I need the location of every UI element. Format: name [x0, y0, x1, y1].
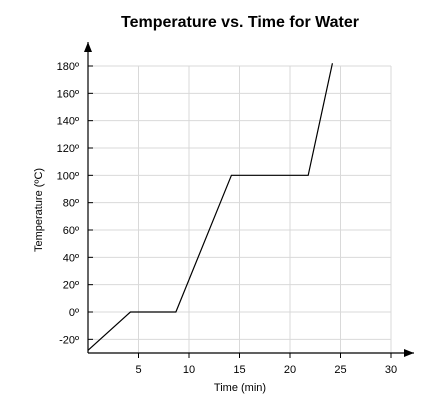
data-series [87, 63, 334, 351]
tick-labels: -20º 0º 20º 40º 60º 80º 100º 120º 140º 160º 180º 5 1… [57, 61, 398, 376]
x-axis-label: Time (min) [214, 382, 266, 394]
y-tick-label-180: 180º [57, 61, 79, 73]
x-tick-label-5: 5 [135, 364, 141, 376]
x-tick-label-10: 10 [183, 364, 195, 376]
y-tick-label-0: 0º [69, 307, 79, 319]
tick-marks [88, 65, 392, 358]
chart-title: Temperature vs. Time for Water [121, 14, 359, 31]
y-tick-label-140: 140º [57, 116, 79, 128]
y-tick-label-20: 20º [63, 280, 79, 292]
y-tick-label-160: 160º [57, 88, 79, 100]
x-tick-label-15: 15 [233, 364, 245, 376]
y-tick-label-100: 100º [57, 170, 79, 182]
axes [84, 42, 414, 357]
y-tick-label-40: 40º [63, 252, 79, 264]
y-axis-arrow-icon [84, 42, 92, 52]
temperature-line-series [87, 63, 334, 351]
x-axis-arrow-icon [404, 349, 414, 357]
y-tick-label-80: 80º [63, 198, 79, 210]
y-tick-label-120: 120º [57, 143, 79, 155]
y-tick-label-60: 60º [63, 225, 79, 237]
x-tick-label-20: 20 [284, 364, 296, 376]
x-tick-label-30: 30 [385, 364, 397, 376]
y-axis-label: Temperature (ºC) [33, 168, 45, 252]
y-tick-label--20: -20º [59, 334, 79, 346]
x-tick-label-25: 25 [334, 364, 346, 376]
grid-lines [88, 65, 392, 353]
